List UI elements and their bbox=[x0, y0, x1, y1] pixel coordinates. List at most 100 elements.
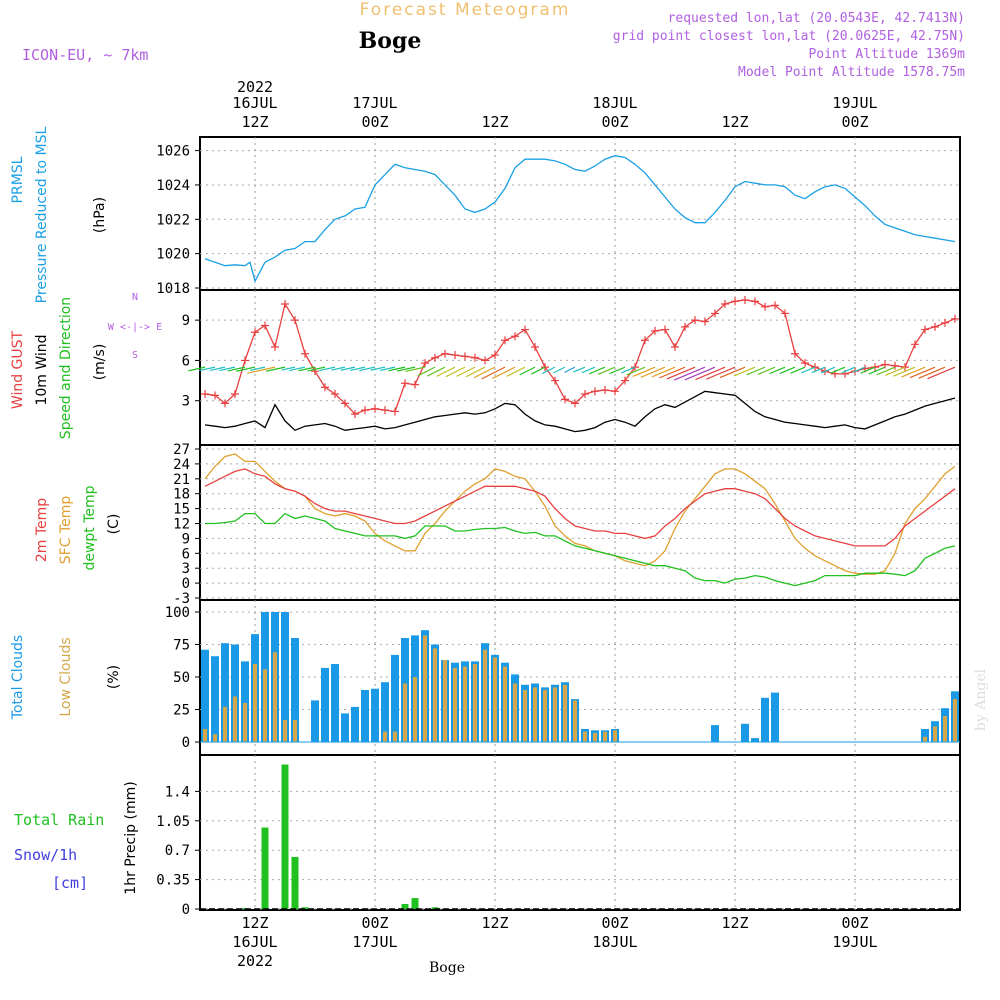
y-tick-label: 18 bbox=[173, 487, 190, 503]
low-cloud-bar bbox=[563, 684, 567, 742]
wind-arrow bbox=[417, 366, 436, 377]
total-cloud-bar bbox=[231, 644, 239, 742]
low-cloud-bar bbox=[943, 716, 947, 742]
low-cloud-bar bbox=[513, 683, 517, 742]
snow-unit: [cm] bbox=[52, 874, 88, 892]
low-cloud-bar bbox=[583, 731, 587, 742]
total-cloud-bar bbox=[741, 723, 749, 742]
y-tick-label: 75 bbox=[173, 638, 190, 654]
wind-arrow bbox=[705, 366, 736, 380]
low-cloud-bar bbox=[223, 706, 227, 742]
y-tick-label: 1024 bbox=[156, 178, 190, 194]
low-cloud-bar bbox=[483, 649, 487, 742]
wind-arrow bbox=[909, 366, 936, 379]
total-cloud-bar bbox=[391, 654, 399, 742]
wind-arrow bbox=[640, 366, 666, 378]
grid-point-coords: grid point closest lon,lat (20.0625E, 42… bbox=[613, 29, 965, 44]
gust-marker bbox=[431, 353, 439, 362]
gust-marker bbox=[321, 383, 329, 392]
gust-marker bbox=[941, 318, 949, 327]
total-cloud-bar bbox=[281, 612, 289, 742]
wind-unit: (m/s) bbox=[92, 344, 108, 381]
gust-marker bbox=[921, 325, 929, 334]
wind-arrow bbox=[219, 366, 236, 372]
wind-arrow bbox=[695, 366, 726, 381]
gust-marker bbox=[801, 359, 809, 368]
wind-arrow bbox=[307, 366, 326, 372]
wind-arrow bbox=[811, 366, 826, 374]
gust-marker bbox=[281, 300, 289, 309]
top-date-label: 17JUL bbox=[352, 94, 397, 112]
watermark: by Angel bbox=[973, 668, 989, 731]
wind-arrow bbox=[876, 366, 896, 376]
low-cloud-bar bbox=[523, 690, 527, 742]
wind-arrow bbox=[289, 366, 306, 372]
low-cloud-bar bbox=[233, 696, 237, 742]
top-hour-label: 12Z bbox=[721, 113, 748, 131]
gust-marker bbox=[621, 376, 629, 385]
low-cloud-bar bbox=[493, 657, 497, 742]
total-cloud-bar bbox=[361, 690, 369, 742]
cloud-unit: (%) bbox=[106, 665, 122, 689]
wind-arrow bbox=[830, 366, 846, 374]
gust-marker bbox=[561, 395, 569, 404]
gust-marker bbox=[711, 309, 719, 318]
bottom-hour-label: 00Z bbox=[601, 914, 628, 932]
top-date-label: 19JUL bbox=[832, 94, 877, 112]
low-cloud-bar bbox=[603, 731, 607, 742]
low-cloud-bar bbox=[953, 699, 957, 742]
rain-bar bbox=[431, 907, 439, 909]
wind-arrow bbox=[589, 366, 606, 375]
wind-arrow bbox=[597, 366, 616, 375]
gust-marker bbox=[911, 340, 919, 349]
gust-marker bbox=[781, 309, 789, 318]
point-altitude: Point Altitude 1369m bbox=[808, 47, 965, 62]
low-cloud-bar bbox=[593, 732, 597, 742]
gust-marker bbox=[581, 390, 589, 398]
wind-arrow bbox=[445, 366, 466, 378]
y-tick-label: 1018 bbox=[156, 281, 190, 297]
y-tick-label: 0 bbox=[182, 735, 190, 751]
sfc-label: SFC Temp bbox=[58, 496, 74, 565]
wind-panel-labels: Wind GUST 10m Wind Speed and Direction (… bbox=[10, 292, 162, 439]
panel-wind: 3 6 9 bbox=[182, 289, 961, 446]
wind-arrow bbox=[349, 366, 366, 372]
total-cloud-bar bbox=[341, 713, 349, 742]
bottom-hour-label: 00Z bbox=[361, 914, 388, 932]
wind-arrow bbox=[893, 366, 916, 377]
wind-dir-label: Speed and Direction bbox=[58, 297, 74, 439]
total-cloud-bar bbox=[751, 738, 759, 742]
gust-marker bbox=[271, 343, 279, 351]
wind-arrow bbox=[426, 366, 446, 377]
wind-arrow bbox=[572, 366, 586, 373]
wind-arrow bbox=[396, 366, 416, 372]
low-cloud-bar bbox=[573, 700, 577, 742]
total-cloud-bar bbox=[371, 688, 379, 742]
gust-marker bbox=[481, 356, 489, 365]
gust-marker bbox=[531, 343, 539, 351]
wind-arrow bbox=[632, 366, 656, 378]
wind-arrow bbox=[359, 366, 376, 372]
wind-arrow bbox=[473, 366, 496, 379]
gust-marker bbox=[601, 385, 609, 394]
wind-arrow bbox=[868, 366, 886, 375]
low-cloud-bar bbox=[213, 734, 217, 742]
rain-bar bbox=[291, 856, 299, 909]
panel-frame bbox=[199, 754, 961, 911]
gust-marker bbox=[641, 336, 649, 345]
gust-marker bbox=[881, 360, 889, 369]
low-cloud-bar bbox=[473, 664, 477, 742]
wind-arrow bbox=[621, 366, 636, 374]
low-cloud-bar bbox=[553, 687, 557, 742]
panel-pressure: 1018 1020 1022 1024 1026 bbox=[156, 136, 961, 297]
wind-arrow bbox=[852, 366, 866, 373]
y-tick-label: 9 bbox=[182, 313, 190, 329]
top-hour-label: 12Z bbox=[241, 113, 268, 131]
gust-marker bbox=[891, 361, 899, 370]
wind-arrow bbox=[609, 366, 626, 375]
total-cloud-bar bbox=[211, 656, 219, 742]
wind-arrow bbox=[684, 366, 716, 381]
bottom-location-label: Boge bbox=[429, 960, 465, 976]
